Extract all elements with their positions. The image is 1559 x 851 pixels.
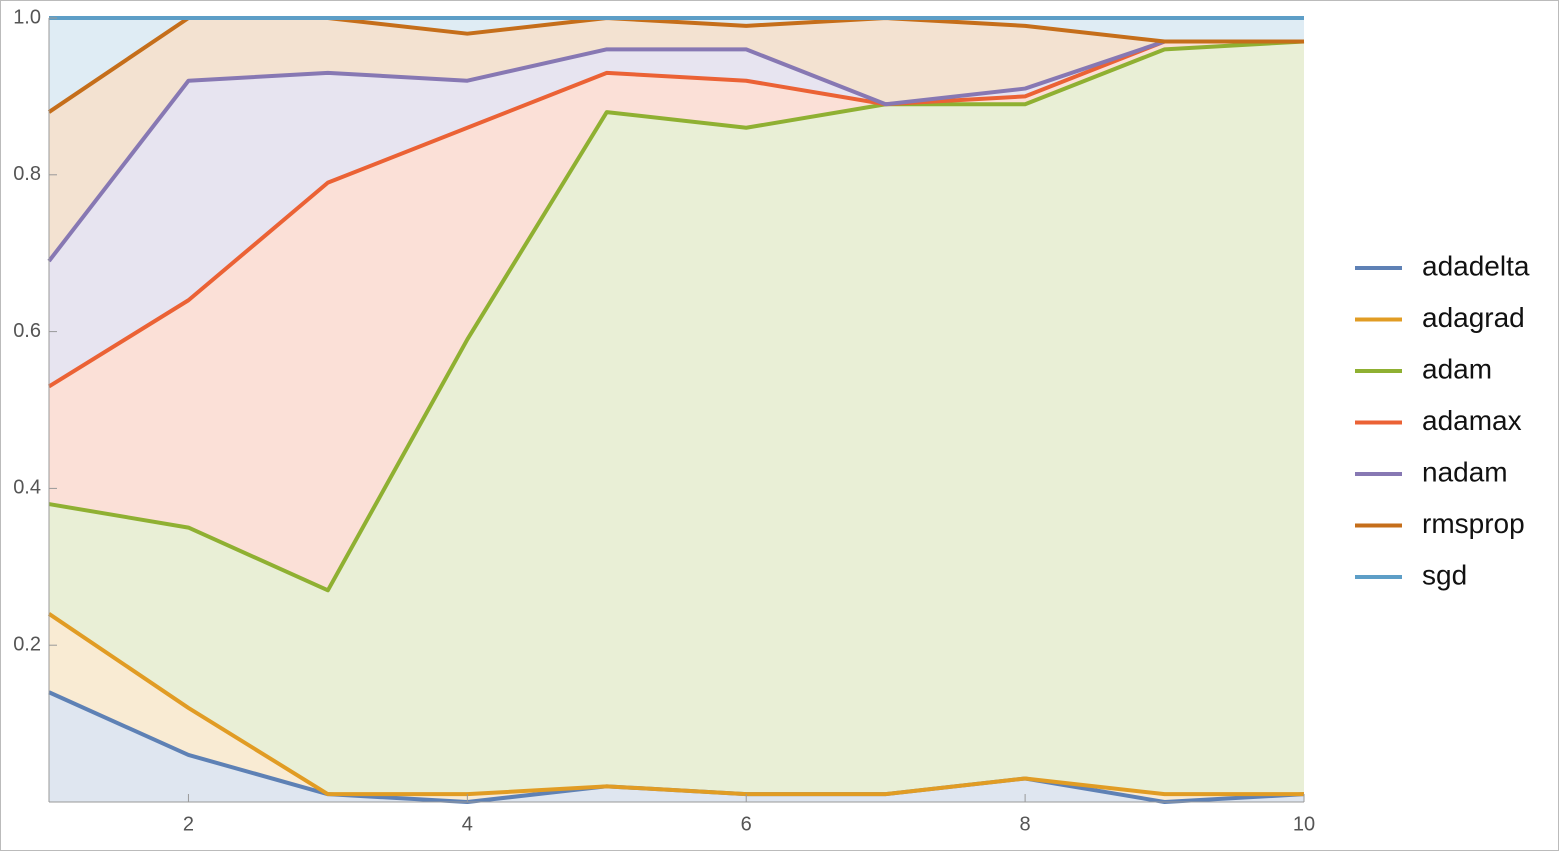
area [49, 18, 1304, 262]
y-tick-label: 0.4 [13, 477, 41, 499]
legend-label: adagrad [1422, 302, 1525, 333]
area [49, 692, 1304, 802]
area [49, 41, 1304, 591]
legend-label: adam [1422, 353, 1492, 384]
area [49, 41, 1304, 387]
legend-label: nadam [1422, 456, 1508, 487]
line [47, 39, 1304, 389]
y-tick-label: 0.6 [13, 320, 41, 342]
x-tick-label: 2 [183, 813, 194, 835]
area [49, 41, 1304, 795]
x-tick-label: 10 [1293, 813, 1315, 835]
line [47, 612, 1304, 797]
legend-label: rmsprop [1422, 508, 1525, 539]
y-tick-label: 0.2 [13, 633, 41, 655]
y-tick-label: 1.0 [13, 6, 41, 28]
x-tick-label: 8 [1020, 813, 1031, 835]
x-tick-label: 6 [741, 813, 752, 835]
legend-label: adadelta [1422, 250, 1530, 281]
legend-label: adamax [1422, 405, 1522, 436]
x-tick-label: 4 [462, 813, 473, 835]
area [49, 18, 1304, 113]
legend-label: sgd [1422, 559, 1467, 590]
y-tick-label: 0.8 [13, 163, 41, 185]
line [47, 39, 1304, 263]
line [48, 39, 1305, 593]
